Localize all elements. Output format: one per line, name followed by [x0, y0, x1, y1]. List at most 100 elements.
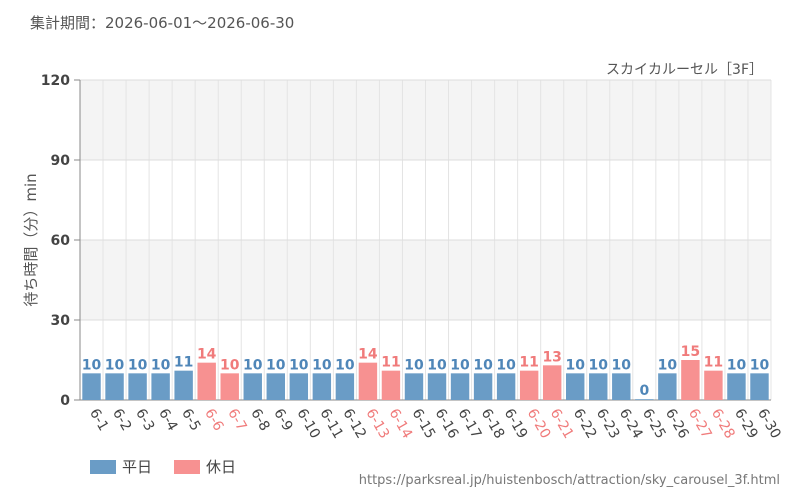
- bar: [82, 373, 101, 400]
- bar-value-label: 11: [174, 355, 193, 371]
- bar: [612, 373, 631, 400]
- bar: [635, 399, 654, 400]
- bar-value-label: 10: [312, 357, 332, 373]
- bar: [151, 373, 170, 400]
- bar-value-label: 14: [197, 347, 217, 363]
- y-tick-label: 60: [51, 233, 71, 249]
- x-tick-label: 6-18: [478, 406, 508, 442]
- x-tick-label: 6-27: [685, 406, 715, 442]
- legend-label-weekday: 平日: [122, 458, 153, 476]
- x-tick-label: 6-23: [593, 406, 623, 442]
- bar-value-label: 11: [519, 355, 538, 371]
- bar-value-label: 10: [450, 357, 470, 373]
- y-tick-label: 30: [51, 313, 71, 329]
- bar: [335, 373, 355, 400]
- bar-value-label: 10: [151, 357, 171, 373]
- y-axis-title: 待ち時間（分）min: [22, 173, 40, 306]
- bar-value-label: 11: [381, 355, 400, 371]
- bar: [681, 360, 700, 400]
- bar-value-label: 10: [82, 357, 102, 373]
- legend-item-weekday: 平日: [90, 456, 152, 477]
- bar: [105, 373, 124, 400]
- bar: [496, 373, 516, 400]
- x-tick-label: 6-26: [662, 406, 692, 442]
- bar: [312, 373, 332, 400]
- bar: [658, 373, 677, 400]
- bar-value-label: 11: [704, 355, 723, 371]
- bar: [289, 373, 309, 400]
- bar: [542, 365, 562, 400]
- bar: [197, 362, 216, 400]
- bar: [566, 373, 585, 400]
- bar-value-label: 10: [266, 357, 286, 373]
- bar: [174, 370, 193, 400]
- bar: [473, 373, 493, 400]
- x-tick-label: 6-14: [385, 406, 415, 442]
- x-tick-label: 6-21: [547, 406, 577, 442]
- x-tick-label: 6-2: [109, 406, 134, 434]
- bar-value-label: 0: [639, 383, 649, 399]
- bar: [243, 373, 262, 400]
- x-tick-label: 6-8: [247, 406, 272, 434]
- bar-value-label: 10: [750, 357, 770, 373]
- bar-value-label: 13: [542, 349, 561, 365]
- y-tick-label: 120: [41, 73, 70, 89]
- period-label: 集計期間：2026-06-01～2026-06-30: [30, 14, 295, 32]
- bar-value-label: 10: [427, 357, 447, 373]
- bar: [704, 370, 723, 400]
- chart-title: スカイカルーセル［3F］: [606, 62, 763, 78]
- x-tick-label: 6-1: [86, 406, 111, 434]
- legend-label-holiday: 休日: [206, 458, 237, 476]
- bar: [266, 373, 285, 400]
- legend-swatch-holiday: [174, 459, 201, 474]
- bar: [128, 373, 147, 400]
- legend-item-holiday: 休日: [174, 456, 236, 477]
- bar: [358, 362, 378, 400]
- x-tick-label: 6-6: [201, 406, 226, 434]
- bar-value-label: 10: [404, 357, 424, 373]
- x-tick-label: 6-11: [316, 406, 346, 442]
- bar: [220, 373, 239, 400]
- x-tick-label: 6-9: [270, 406, 295, 434]
- x-tick-label: 6-5: [178, 406, 203, 434]
- legend: 平日 休日: [90, 456, 258, 477]
- x-tick-label: 6-29: [731, 406, 761, 442]
- x-tick-label: 6-30: [754, 406, 784, 442]
- x-tick-label: 6-7: [224, 406, 249, 434]
- bar-value-label: 10: [496, 357, 516, 373]
- bar-value-label: 10: [243, 357, 263, 373]
- bar-value-label: 10: [289, 357, 309, 373]
- bar-value-label: 10: [612, 357, 632, 373]
- x-tick-label: 6-28: [708, 406, 738, 442]
- bar-value-label: 10: [128, 357, 148, 373]
- bar-value-label: 10: [589, 357, 609, 373]
- bar-value-label: 14: [358, 347, 378, 363]
- bar-value-label: 10: [220, 357, 240, 373]
- bar: [519, 370, 539, 400]
- bar: [427, 373, 447, 400]
- x-tick-label: 6-12: [339, 406, 369, 442]
- x-tick-label: 6-17: [455, 406, 485, 442]
- x-tick-label: 6-22: [570, 406, 600, 442]
- x-tick-label: 6-13: [362, 406, 392, 442]
- bar: [589, 373, 608, 400]
- x-tick-label: 6-25: [639, 406, 669, 442]
- bar-value-label: 10: [105, 357, 125, 373]
- x-tick-label: 6-19: [501, 406, 531, 442]
- x-tick-label: 6-15: [409, 406, 439, 442]
- y-tick-label: 0: [60, 393, 70, 409]
- x-tick-label: 6-20: [524, 406, 554, 442]
- x-tick-label: 6-4: [155, 406, 180, 434]
- bar-value-label: 15: [681, 344, 700, 360]
- x-tick-label: 6-16: [432, 406, 462, 442]
- source-url[interactable]: https://parksreal.jp/huistenbosch/attrac…: [358, 473, 780, 488]
- bar-value-label: 10: [727, 357, 747, 373]
- bar-value-label: 10: [335, 357, 355, 373]
- x-tick-label: 6-10: [293, 406, 323, 442]
- bar: [381, 370, 401, 400]
- bar-value-label: 10: [565, 357, 585, 373]
- y-tick-label: 90: [51, 153, 71, 169]
- bar-value-label: 10: [658, 357, 678, 373]
- bar: [727, 373, 746, 400]
